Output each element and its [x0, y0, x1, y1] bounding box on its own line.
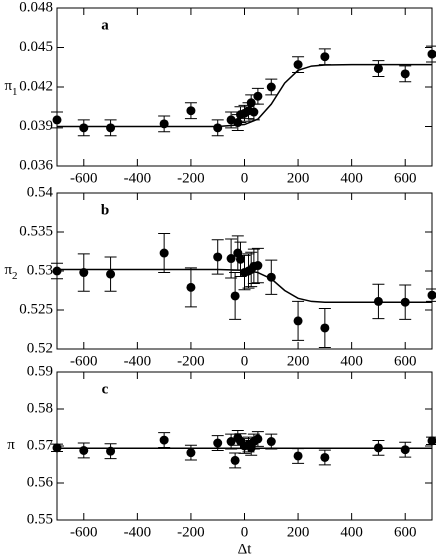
data-point — [186, 448, 196, 458]
y-axis-label-main: π — [4, 78, 12, 94]
data-point — [186, 282, 196, 292]
data-point — [293, 316, 303, 326]
x-tick-label: 0 — [241, 170, 249, 186]
data-point — [400, 297, 410, 307]
x-tick-label: -400 — [124, 353, 152, 369]
data-point — [293, 451, 303, 461]
data-point — [230, 455, 240, 465]
data-point — [427, 49, 436, 59]
data-point — [253, 434, 263, 444]
plot-frame — [56, 7, 433, 167]
x-tick-label: 0 — [241, 524, 249, 540]
data-point — [249, 107, 259, 117]
y-tick-label: 0.55 — [27, 511, 53, 527]
data-point — [373, 443, 383, 453]
data-point — [213, 252, 223, 262]
data-point — [186, 106, 196, 116]
y-tick-label: 0.535 — [19, 223, 53, 239]
data-point — [106, 123, 116, 133]
x-tick-label: 600 — [394, 353, 417, 369]
data-point — [226, 254, 236, 264]
data-point — [159, 435, 169, 445]
data-point — [400, 445, 410, 455]
x-tick-label: -200 — [177, 170, 205, 186]
x-tick-label: -600 — [70, 524, 98, 540]
y-tick-label: 0.036 — [19, 157, 53, 173]
y-tick-label: 0.56 — [27, 474, 54, 490]
x-tick-label: 200 — [287, 170, 310, 186]
y-tick-label: 0.54 — [27, 184, 54, 200]
data-point — [79, 268, 89, 278]
y-tick-label: 0.57 — [27, 437, 54, 453]
x-tick-label: -600 — [70, 170, 98, 186]
data-point — [293, 60, 303, 70]
data-point — [373, 296, 383, 306]
y-axis-label: π2 — [4, 262, 17, 281]
x-tick-label: 200 — [287, 353, 310, 369]
data-point — [320, 323, 330, 333]
y-axis-label-main: π — [7, 437, 15, 453]
data-point — [373, 64, 383, 74]
y-axis-label-subscript: 1 — [12, 86, 18, 98]
data-point — [79, 123, 89, 133]
y-tick-label: 0.58 — [27, 400, 53, 416]
data-point — [253, 261, 263, 271]
y-axis-label-subscript: 2 — [12, 270, 18, 282]
data-point — [79, 445, 89, 455]
data-point — [427, 436, 436, 446]
fit-curve — [57, 268, 432, 303]
x-tick-label: 0 — [241, 353, 249, 369]
data-point — [52, 266, 62, 276]
data-point — [230, 291, 240, 301]
data-point — [106, 446, 116, 456]
data-point — [213, 438, 223, 448]
data-point — [400, 69, 410, 79]
x-tick-label: -600 — [70, 353, 98, 369]
x-tick-label: -400 — [124, 170, 152, 186]
y-axis-label-main: π — [4, 262, 12, 278]
data-point — [320, 452, 330, 462]
x-axis-label: Δt — [238, 541, 253, 557]
y-tick-label: 0.525 — [19, 301, 53, 317]
panel-label: c — [102, 381, 109, 397]
data-point — [52, 443, 62, 453]
y-tick-label: 0.039 — [19, 118, 53, 134]
data-point — [213, 123, 223, 133]
data-point — [52, 115, 62, 125]
x-tick-label: 400 — [340, 524, 363, 540]
y-axis-label: π1 — [4, 78, 17, 97]
y-tick-label: 0.53 — [27, 262, 53, 278]
x-tick-label: 200 — [287, 524, 310, 540]
x-tick-label: 600 — [394, 524, 417, 540]
panel-label: a — [101, 17, 109, 33]
data-point — [266, 82, 276, 92]
y-tick-label: 0.52 — [27, 340, 53, 356]
y-tick-label: 0.59 — [27, 363, 53, 379]
data-point — [226, 437, 236, 447]
y-tick-label: 0.042 — [19, 78, 53, 94]
data-point — [159, 248, 169, 258]
x-tick-label: 600 — [394, 170, 417, 186]
y-tick-label: 0.048 — [19, 0, 53, 15]
data-point — [320, 52, 330, 62]
x-tick-label: 400 — [340, 353, 363, 369]
x-tick-label: -200 — [177, 524, 205, 540]
x-tick-label: -400 — [124, 524, 152, 540]
y-axis-label: π — [7, 437, 15, 453]
data-point — [266, 437, 276, 447]
data-point — [106, 269, 116, 279]
data-point — [159, 119, 169, 129]
data-point — [235, 254, 245, 264]
data-point — [427, 290, 436, 300]
x-tick-label: -200 — [177, 353, 205, 369]
data-point — [253, 91, 263, 101]
y-tick-label: 0.045 — [19, 39, 53, 55]
data-point — [266, 272, 276, 282]
x-tick-label: 400 — [340, 170, 363, 186]
panel-label: b — [101, 202, 109, 218]
